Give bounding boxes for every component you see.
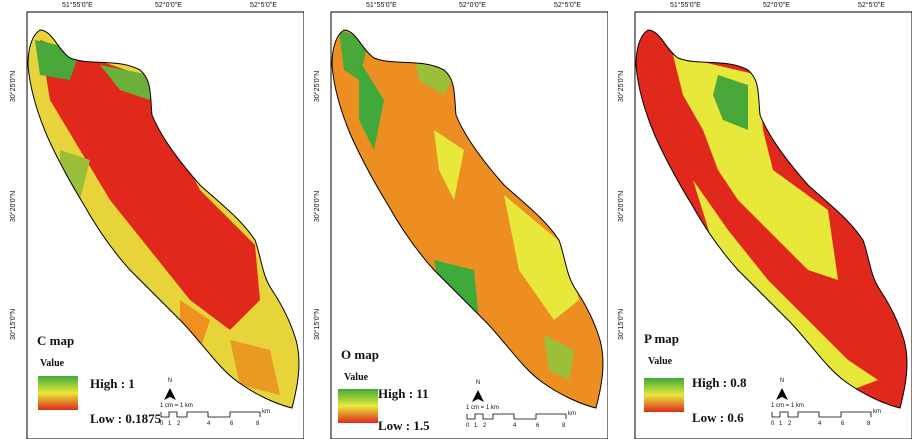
lat-label: 30°20'0"N (618, 190, 625, 222)
scale-text: 1 cm = 1 km (771, 403, 804, 409)
north-arrow-icon (776, 388, 788, 400)
lon-label: 52°5'0"E (858, 2, 885, 9)
north-arrow-icon (472, 390, 484, 402)
scale-tick: 0 (771, 421, 775, 427)
scale-tick: 0 (160, 421, 164, 427)
lat-label: 30°25'0"N (10, 70, 17, 102)
lat-label: 30°15'0"N (10, 308, 17, 340)
legend-high: High : 0.8 (692, 375, 747, 390)
map-frame (330, 11, 608, 439)
map-frame (634, 11, 912, 439)
scale-tick: 4 (818, 421, 822, 427)
scale-tick: 4 (513, 423, 517, 429)
scale-unit: km (262, 409, 270, 415)
scale-text: 1 cm = 1 km (466, 405, 499, 411)
legend-low: Low : 0.1875 (90, 411, 162, 426)
north-label: N (475, 380, 481, 386)
lon-label: 51°55'0"E (62, 2, 93, 9)
lon-label: 52°0'0"E (763, 2, 790, 9)
map-title: C map (37, 333, 75, 348)
lon-label: 52°5'0"E (554, 2, 581, 9)
scale-unit: km (568, 411, 576, 417)
scale-tick: 4 (207, 421, 211, 427)
lon-label: 51°55'0"E (670, 2, 701, 9)
north-arrow-icon (164, 388, 176, 400)
scale-tick: 8 (867, 421, 871, 427)
lat-label: 30°15'0"N (618, 308, 625, 340)
scale-tick: 2 (177, 421, 181, 427)
region-outline (635, 29, 908, 409)
scale-unit: km (873, 409, 881, 415)
legend-high: High : 11 (378, 386, 429, 401)
lon-label: 52°0'0"E (459, 2, 486, 9)
scale-bar (160, 411, 261, 418)
c-map-panel: 51°55'0"E 52°0'0"E 52°5'0"E 30°25'0"N 30… (0, 0, 304, 439)
lat-label: 30°25'0"N (618, 70, 625, 102)
legend-value-label: Value (648, 356, 673, 367)
scale-tick: 8 (256, 421, 260, 427)
lon-label: 52°5'0"E (250, 2, 277, 9)
lat-label: 30°20'0"N (10, 190, 17, 222)
scale-tick: 1 (168, 421, 172, 427)
scale-tick: 2 (788, 421, 792, 427)
map-title: O map (341, 347, 379, 362)
scale-tick: 8 (562, 423, 566, 429)
lon-label: 51°55'0"E (366, 2, 397, 9)
color-ramp (38, 376, 78, 410)
scale-tick: 6 (841, 421, 845, 427)
lat-label: 30°15'0"N (314, 308, 321, 340)
scale-tick: 0 (466, 423, 470, 429)
scale-bar (466, 413, 567, 420)
region-outline (27, 29, 300, 409)
scale-tick: 2 (483, 423, 487, 429)
north-label: N (779, 378, 785, 384)
p-map-panel: 51°55'0"E 52°0'0"E 52°5'0"E 30°25'0"N 30… (608, 0, 912, 439)
p-map-svg (634, 11, 912, 439)
scale-bar (771, 411, 872, 418)
o-map-panel: 51°55'0"E 52°0'0"E 52°5'0"E 30°25'0"N 30… (304, 0, 608, 439)
legend-low: Low : 1.5 (378, 418, 430, 433)
legend-value-label: Value (344, 372, 369, 383)
o-map-svg (330, 11, 608, 439)
scale-tick: 6 (230, 421, 234, 427)
scale-tick: 6 (536, 423, 540, 429)
lon-label: 52°0'0"E (155, 2, 182, 9)
region-outline (331, 29, 604, 409)
scale-text: 1 cm = 1 km (160, 403, 193, 409)
c-map-svg (26, 11, 304, 439)
north-label: N (167, 378, 173, 384)
lat-label: 30°20'0"N (314, 190, 321, 222)
map-title: P map (644, 331, 680, 346)
legend-value-label: Value (40, 358, 65, 369)
legend-high: High : 1 (90, 376, 135, 391)
lat-label: 30°25'0"N (314, 70, 321, 102)
scale-tick: 1 (779, 421, 783, 427)
legend-low: Low : 0.6 (692, 410, 744, 425)
color-ramp (644, 378, 684, 412)
color-ramp (338, 389, 378, 423)
scale-tick: 1 (474, 423, 478, 429)
map-frame (26, 11, 304, 439)
